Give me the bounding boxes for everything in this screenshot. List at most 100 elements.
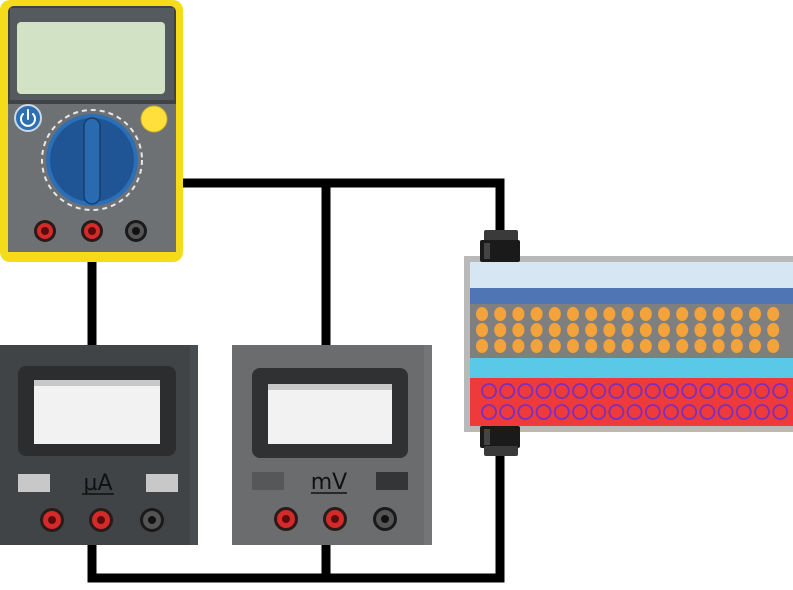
voltmeter-jack-black[interactable] [373, 507, 397, 531]
ring [735, 383, 752, 399]
ring [535, 383, 552, 399]
wire-bottom [87, 445, 505, 583]
ring [717, 383, 734, 399]
particle [567, 339, 579, 353]
ammeter-jack-red-1[interactable] [40, 508, 64, 532]
particle [712, 323, 725, 337]
ring [699, 404, 716, 420]
particle [512, 339, 525, 353]
particle [585, 339, 598, 353]
particle [676, 307, 689, 321]
particle [712, 307, 725, 321]
particle [494, 323, 507, 337]
particle [694, 339, 707, 353]
ring [626, 404, 643, 420]
ammeter-display-shadow [34, 380, 160, 386]
particle [494, 307, 507, 321]
particle [512, 307, 525, 321]
ring [644, 383, 661, 399]
particle [476, 323, 488, 337]
particle [476, 307, 488, 321]
ring [772, 383, 789, 399]
ring [644, 404, 661, 420]
particle [658, 339, 670, 353]
ring [572, 383, 588, 399]
voltmeter-unit-label: mV [311, 470, 347, 495]
ammeter-right-button[interactable] [146, 474, 178, 492]
layered-cell [464, 256, 793, 432]
particle [658, 323, 670, 337]
ring [663, 383, 679, 399]
ring [735, 404, 752, 420]
ammeter-jack-red-2[interactable] [89, 508, 113, 532]
dial-ring [41, 109, 143, 211]
particle [530, 307, 543, 321]
particle [494, 339, 507, 353]
ring [553, 383, 570, 399]
cell-blue-layer [470, 288, 793, 304]
voltmeter-jack-red-2[interactable] [323, 507, 347, 531]
particle [767, 323, 780, 337]
voltmeter-left-button[interactable] [252, 472, 284, 490]
particle [730, 323, 743, 337]
ring [663, 404, 679, 420]
particle [476, 339, 488, 353]
ring [754, 404, 770, 420]
ammeter-unit-label: µA [83, 471, 112, 496]
particle [658, 307, 670, 321]
ring [699, 383, 716, 399]
voltmeter-jack-red-1[interactable] [274, 507, 298, 531]
ring [481, 383, 497, 399]
ring [608, 404, 625, 420]
ring [499, 404, 516, 420]
particle [639, 307, 652, 321]
particle [603, 339, 616, 353]
particle [767, 307, 780, 321]
particle [567, 323, 579, 337]
voltmeter-display [268, 384, 392, 444]
dial-pointer [83, 117, 101, 205]
particle [512, 323, 525, 337]
ammeter-left-button[interactable] [18, 474, 50, 492]
wires [87, 178, 505, 583]
ring [517, 383, 534, 399]
ammeter-jack-black[interactable] [140, 508, 164, 532]
wire-top [180, 178, 505, 237]
particle [676, 323, 689, 337]
ring [572, 404, 588, 420]
ring [754, 383, 770, 399]
particle [585, 323, 598, 337]
ring [681, 404, 698, 420]
cell-particles [476, 307, 780, 353]
particle [639, 323, 652, 337]
jack-black[interactable] [125, 220, 147, 242]
particle [712, 339, 725, 353]
particle [730, 339, 743, 353]
jack-red-2[interactable] [81, 220, 103, 242]
ring [590, 383, 607, 399]
particle [603, 323, 616, 337]
particle [530, 323, 543, 337]
ring [535, 404, 552, 420]
particle [621, 323, 634, 337]
power-icon [20, 109, 36, 127]
voltmeter-right-button[interactable] [376, 472, 408, 490]
particle [749, 307, 761, 321]
multimeter-jacks [34, 220, 147, 242]
particle [548, 307, 561, 321]
ring [681, 383, 698, 399]
particle [639, 339, 652, 353]
ring [517, 404, 534, 420]
jack-red-1[interactable] [34, 220, 56, 242]
ring [499, 383, 516, 399]
particle [694, 307, 707, 321]
cell-rings [481, 383, 789, 420]
voltmeter-display-shadow [268, 384, 392, 390]
ring [481, 404, 497, 420]
particle [548, 323, 561, 337]
bottom-clamp [480, 426, 520, 456]
hold-button[interactable] [140, 105, 168, 133]
particle [530, 339, 543, 353]
particle [749, 339, 761, 353]
